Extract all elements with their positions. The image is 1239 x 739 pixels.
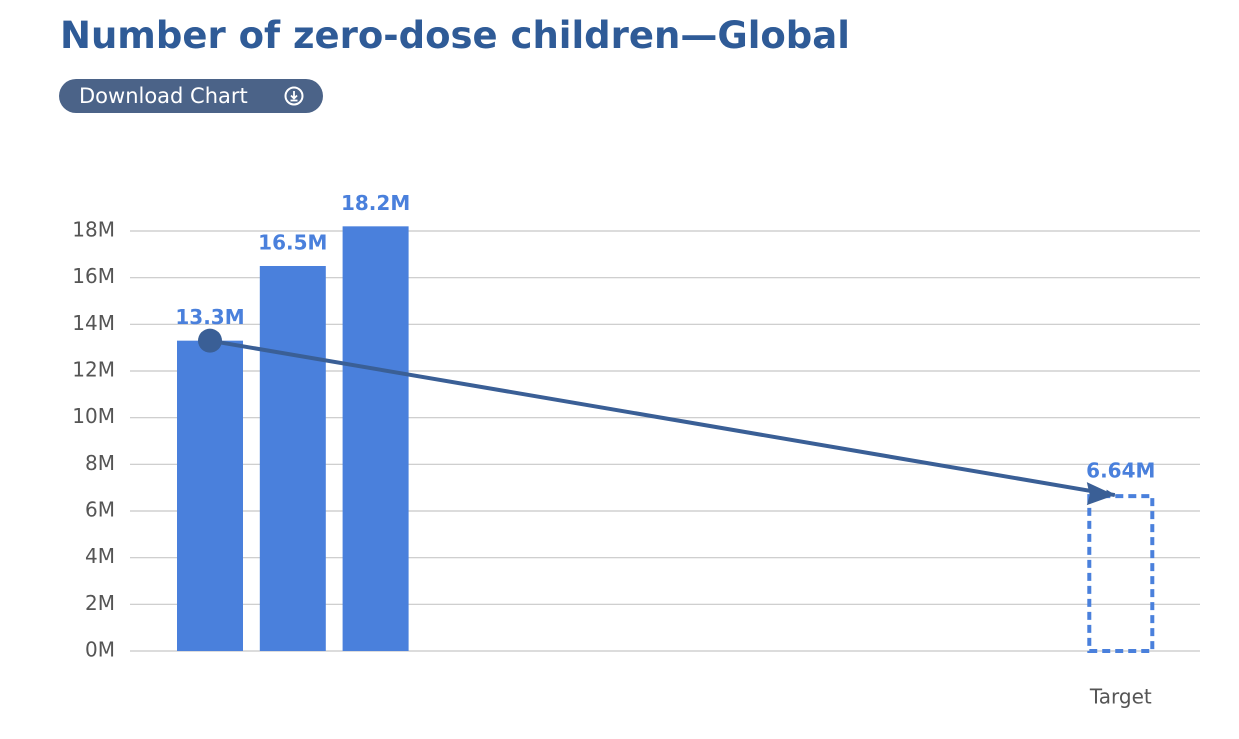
y-tick-label: 12M xyxy=(72,358,115,382)
download-button[interactable]: Download Chart xyxy=(59,79,323,113)
bar xyxy=(259,266,326,651)
y-tick-label: 8M xyxy=(85,451,115,475)
page-title: Number of zero-dose children—Global xyxy=(60,14,850,57)
y-tick-label: 14M xyxy=(72,311,115,335)
target-value-label: 6.64M xyxy=(1086,459,1155,483)
y-tick-label: 2M xyxy=(85,591,115,615)
y-tick-label: 18M xyxy=(72,218,115,242)
y-tick-label: 10M xyxy=(72,404,115,428)
value-label: 13.3M xyxy=(175,305,244,329)
value-label: 18.2M xyxy=(341,191,410,215)
target-bar xyxy=(1087,494,1155,654)
bar xyxy=(342,226,409,652)
y-tick-label: 0M xyxy=(85,638,115,662)
arrow-head xyxy=(1086,482,1115,506)
trend-arrow xyxy=(209,338,1116,498)
bar xyxy=(177,340,243,651)
trend-start xyxy=(198,328,222,353)
button-label: Download Chart xyxy=(79,84,248,108)
y-tick-label: 6M xyxy=(85,498,115,522)
y-tick-label: 4M xyxy=(85,544,115,568)
download-icon xyxy=(284,86,304,106)
value-label: 16.5M xyxy=(258,231,327,255)
x-tick-label: Target xyxy=(1089,685,1152,709)
y-tick-label: 16M xyxy=(72,264,115,288)
